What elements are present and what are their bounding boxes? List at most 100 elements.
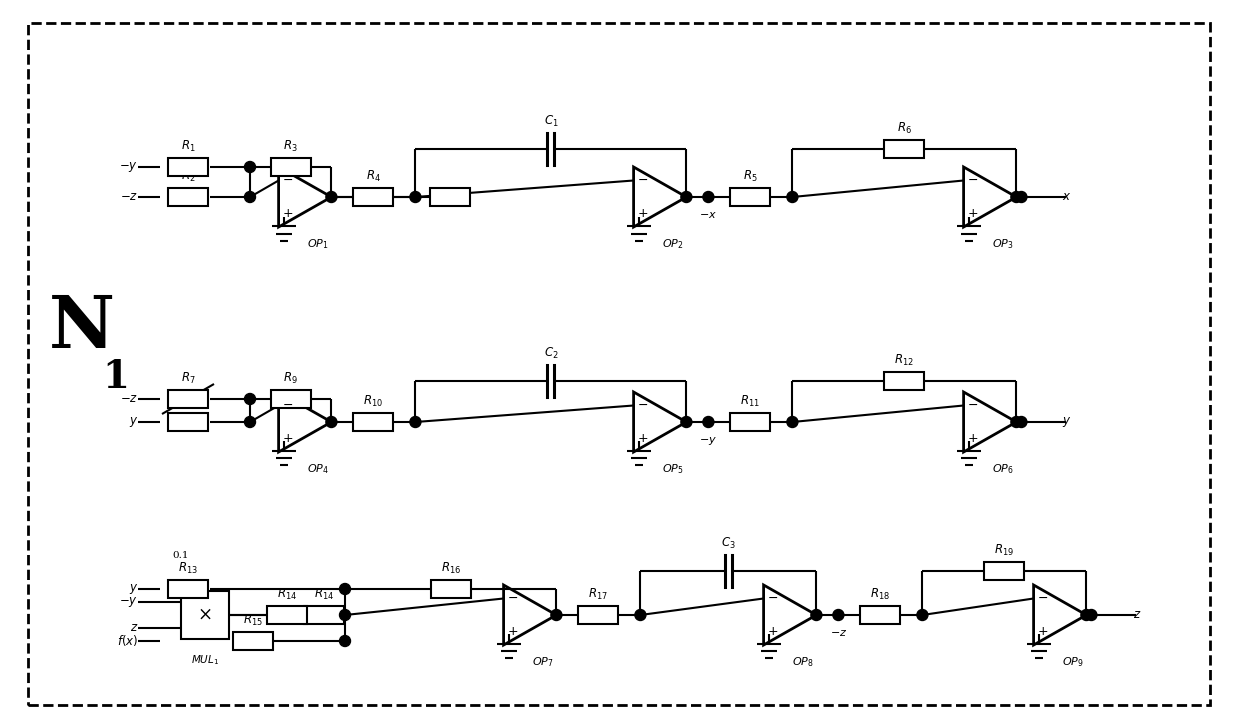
Text: −: − (767, 592, 778, 605)
Text: $R_{5}$: $R_{5}$ (743, 169, 758, 184)
Circle shape (833, 609, 844, 621)
Text: $z$: $z$ (1132, 608, 1141, 622)
Text: $R_{14}$: $R_{14}$ (313, 587, 335, 602)
Text: $R_{19}$: $R_{19}$ (995, 543, 1015, 558)
Text: +: + (968, 207, 978, 220)
Circle shape (810, 609, 821, 621)
Text: $R_{18}$: $R_{18}$ (870, 587, 891, 602)
Text: −: − (282, 399, 292, 412)
Text: $-y$: $-y$ (119, 160, 138, 174)
Circle shape (703, 191, 714, 203)
FancyBboxPatch shape (270, 390, 311, 408)
Circle shape (244, 161, 255, 172)
Text: ×: × (197, 606, 213, 624)
FancyBboxPatch shape (353, 413, 394, 431)
FancyBboxPatch shape (169, 390, 208, 408)
Text: $R_{14}$: $R_{14}$ (278, 587, 297, 602)
Text: 0.1: 0.1 (172, 551, 190, 560)
Text: $OP_{2}$: $OP_{2}$ (662, 237, 684, 251)
FancyBboxPatch shape (431, 580, 471, 598)
FancyBboxPatch shape (860, 606, 901, 624)
Text: $OP_{1}$: $OP_{1}$ (307, 237, 328, 251)
Text: $C_{3}$: $C_{3}$ (721, 536, 736, 551)
FancyBboxPatch shape (169, 158, 208, 176)
Text: $-y$: $-y$ (699, 435, 717, 447)
Circle shape (1011, 417, 1022, 427)
Circle shape (787, 417, 798, 427)
Text: $OP_{3}$: $OP_{3}$ (992, 237, 1014, 251)
FancyBboxPatch shape (169, 188, 208, 206)
Circle shape (410, 191, 421, 203)
Circle shape (551, 609, 563, 621)
FancyBboxPatch shape (28, 23, 1211, 705)
Text: $R_{12}$: $R_{12}$ (895, 353, 914, 368)
Circle shape (787, 191, 798, 203)
Text: $y$: $y$ (129, 582, 138, 596)
Text: $R_{6}$: $R_{6}$ (897, 121, 912, 136)
Text: $R_{10}$: $R_{10}$ (363, 394, 383, 409)
Text: 1: 1 (103, 358, 130, 396)
Text: $OP_{6}$: $OP_{6}$ (992, 462, 1014, 475)
FancyBboxPatch shape (233, 632, 273, 650)
Circle shape (1085, 609, 1097, 621)
Text: $y$: $y$ (1062, 415, 1072, 429)
Circle shape (244, 191, 255, 203)
Text: +: + (1037, 625, 1048, 638)
Text: −: − (968, 174, 978, 187)
Circle shape (681, 417, 691, 427)
FancyBboxPatch shape (985, 562, 1025, 580)
FancyBboxPatch shape (731, 413, 771, 431)
Text: $R_{11}$: $R_{11}$ (741, 394, 761, 409)
Text: −: − (282, 174, 292, 187)
Text: $MUL_1$: $MUL_1$ (191, 653, 219, 667)
Text: $R_{1}$: $R_{1}$ (181, 139, 196, 154)
FancyBboxPatch shape (885, 140, 924, 158)
Text: $-z$: $-z$ (120, 190, 138, 204)
Text: −: − (637, 399, 648, 412)
FancyBboxPatch shape (579, 606, 618, 624)
Text: $z$: $z$ (130, 622, 138, 635)
Text: $-y$: $-y$ (119, 595, 138, 609)
Circle shape (917, 609, 928, 621)
Circle shape (244, 417, 255, 427)
Text: $R_{13}$: $R_{13}$ (178, 561, 198, 576)
Text: $R_{16}$: $R_{16}$ (441, 561, 461, 576)
FancyBboxPatch shape (885, 372, 924, 390)
Text: −: − (637, 174, 648, 187)
Circle shape (1011, 191, 1022, 203)
Text: +: + (282, 432, 292, 445)
Circle shape (634, 609, 646, 621)
Text: −: − (968, 399, 978, 412)
Circle shape (326, 191, 337, 203)
Text: $OP_{4}$: $OP_{4}$ (307, 462, 330, 475)
FancyBboxPatch shape (266, 606, 307, 624)
Text: $OP_{7}$: $OP_{7}$ (532, 655, 554, 669)
Text: $y$: $y$ (129, 415, 138, 429)
Text: +: + (637, 207, 648, 220)
Text: $OP_{9}$: $OP_{9}$ (1062, 655, 1084, 669)
Text: $R_{15}$: $R_{15}$ (243, 613, 263, 628)
Text: $x$: $x$ (1062, 190, 1072, 204)
Text: $-z$: $-z$ (120, 393, 138, 406)
FancyBboxPatch shape (353, 188, 394, 206)
Text: $-z$: $-z$ (830, 628, 847, 638)
Circle shape (410, 417, 421, 427)
FancyBboxPatch shape (731, 188, 771, 206)
Text: $C_{1}$: $C_{1}$ (544, 114, 559, 129)
Text: $f(x)$: $f(x)$ (116, 633, 138, 648)
Circle shape (244, 393, 255, 404)
Text: $R_{4}$: $R_{4}$ (366, 169, 380, 184)
Circle shape (703, 417, 714, 427)
Circle shape (1016, 191, 1027, 203)
Circle shape (326, 417, 337, 427)
Circle shape (1080, 609, 1092, 621)
Text: +: + (507, 625, 518, 638)
Text: N: N (50, 292, 115, 363)
Text: $-x$: $-x$ (699, 210, 717, 220)
FancyBboxPatch shape (430, 188, 470, 206)
Circle shape (1016, 417, 1027, 427)
Circle shape (681, 191, 691, 203)
FancyBboxPatch shape (181, 591, 229, 639)
Text: −: − (1037, 592, 1048, 605)
FancyBboxPatch shape (304, 606, 344, 624)
